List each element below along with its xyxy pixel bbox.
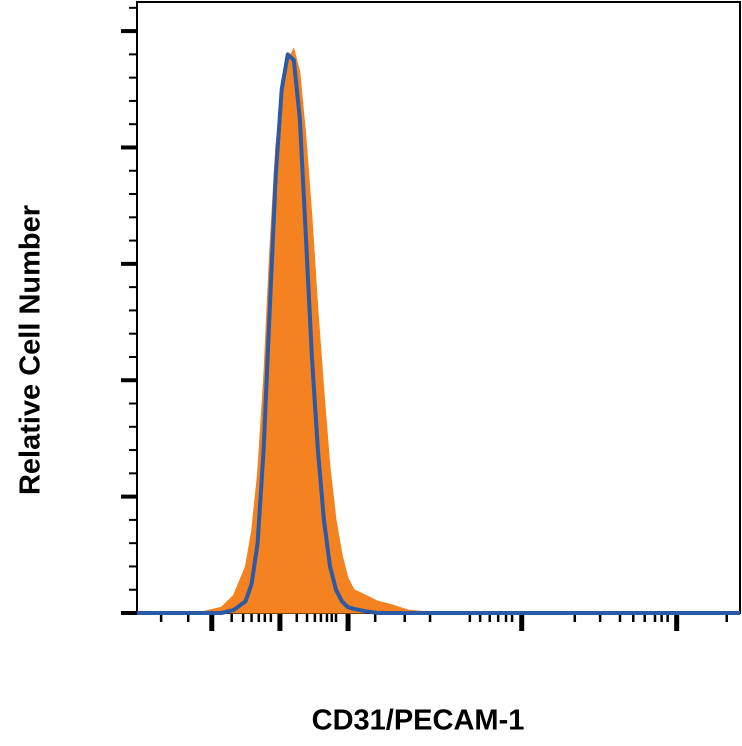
x-axis-label: CD31/PECAM-1	[312, 705, 525, 737]
area	[137, 47, 740, 614]
line	[137, 52, 740, 615]
plot-frame	[136, 1, 741, 614]
y-axis-label: Relative Cell Number	[15, 205, 47, 495]
